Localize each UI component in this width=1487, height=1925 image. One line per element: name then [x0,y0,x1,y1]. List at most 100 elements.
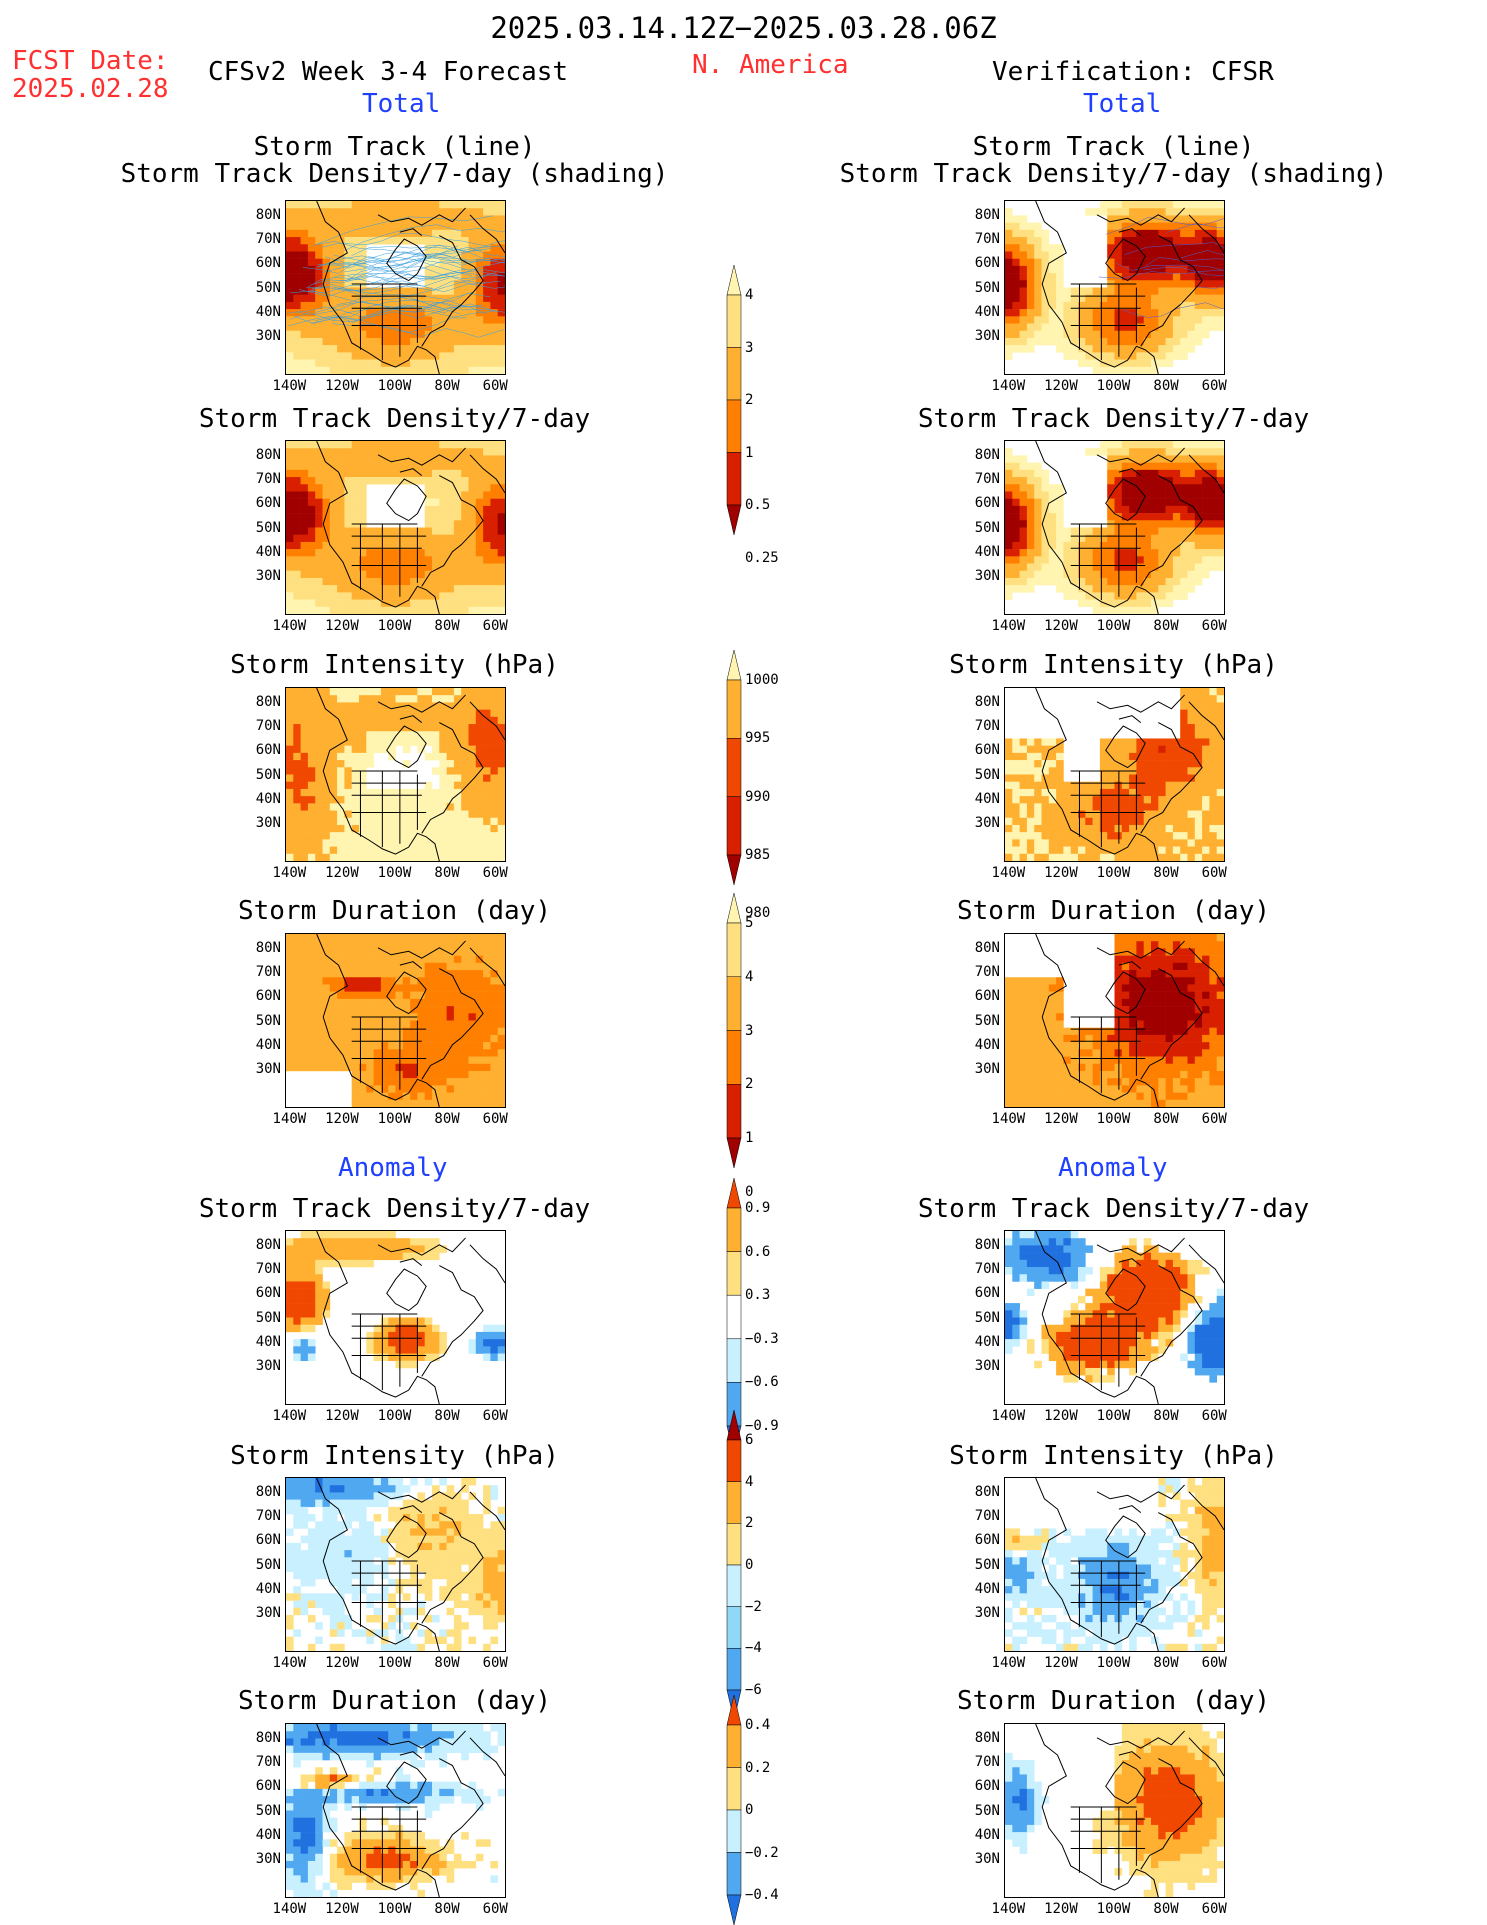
shading-cell [307,796,316,804]
shading-cell [497,337,505,346]
shading-cell [373,702,382,710]
shading-cell [1216,1063,1224,1072]
shading-cell [439,1049,447,1057]
shading-cell [307,592,316,600]
shading-cell [1158,1034,1166,1043]
shading-cell [1151,280,1159,288]
shading-cell [1136,556,1145,564]
shading-cell [475,323,484,332]
shading-cell [1056,1013,1064,1021]
shading-cell [453,1099,462,1107]
shading-cell [322,534,331,543]
shading-cell [1136,541,1145,550]
shading-cell [1202,1027,1210,1036]
shading-cell [461,1034,469,1043]
shading-cell [1056,781,1064,790]
shading-cell [1121,853,1130,861]
shading-cell [453,491,462,499]
shading-cell [402,570,411,579]
shading-cell [373,796,382,804]
shading-cell [461,208,469,216]
shading-cell [1172,796,1181,804]
shading-cell [490,731,499,739]
shading-cell [329,716,338,725]
shading-cell [1056,984,1064,992]
shading-cell [468,484,477,492]
shading-cell [475,984,484,992]
shading-cell [475,688,484,696]
shading-cell [461,330,469,339]
shading-cell [380,839,389,847]
shading-cell [417,1070,426,1079]
shading-cell [417,962,426,971]
shading-cell [432,513,440,521]
shading-cell [453,1006,462,1014]
shading-cell [1165,1027,1174,1036]
shading-cell [439,592,447,600]
shading-cell [475,455,484,463]
shading-cell [410,441,418,449]
shading-cell [1172,316,1181,324]
shading-cell [300,534,309,543]
latitude-tick-label: 40N [974,790,1000,807]
shading-cell [1034,1027,1042,1036]
shading-cell [388,469,396,478]
shading-cell [388,1027,396,1036]
shading-cell [1063,853,1072,861]
shading-cell [1019,774,1028,782]
shading-cell [1092,1027,1101,1036]
shading-cell [1099,201,1108,209]
shading-cell [286,774,294,782]
coastline [400,469,422,476]
shading-cell [1056,752,1064,761]
shading-cell [1194,337,1203,346]
shading-cell [322,448,331,456]
shading-cell [497,955,505,964]
shading-cell [388,1078,396,1086]
shading-cell [1114,201,1123,209]
shading-cell [1180,592,1188,600]
shading-cell [1202,251,1210,259]
shading-cell [1012,534,1020,543]
shading-cell [1012,491,1020,499]
shading-cell [1114,760,1123,768]
shading-cell [497,774,505,782]
shading-cell [1151,498,1159,507]
shading-cell [402,1034,411,1043]
shading-cell [1114,585,1123,593]
shading-cell [1187,991,1196,1000]
shading-cell [1005,280,1013,288]
shading-cell [307,549,316,557]
shading-cell [300,258,309,267]
shading-cell [1063,527,1072,535]
shading-cell [1143,745,1152,754]
shading-cell [286,788,294,797]
shading-cell [490,984,499,992]
shading-cell [483,817,491,826]
shading-cell [432,477,440,485]
shading-cell [1187,448,1196,456]
shading-cell [1114,215,1123,223]
shading-cell [337,570,345,579]
shading-cell [1216,222,1224,231]
shading-cell [1019,345,1028,353]
coastline [422,236,483,347]
shading-cell [380,309,389,317]
shading-cell [344,803,353,811]
shading-cell [1099,366,1108,374]
shading-cell [373,970,382,978]
shading-cell [1194,448,1203,456]
shading-cell [373,1099,382,1107]
shading-cell [1151,337,1159,346]
shading-cell [1180,215,1188,223]
shading-cell [1136,796,1145,804]
shading-cell [1165,824,1174,833]
shading-cell [1099,301,1108,310]
shading-cell [1129,1049,1137,1057]
shading-cell [1019,563,1028,572]
shading-cell [388,229,396,238]
shading-cell [432,803,440,811]
shading-cell [1099,570,1108,579]
shading-cell [395,462,404,471]
shading-cell [1121,1042,1130,1050]
